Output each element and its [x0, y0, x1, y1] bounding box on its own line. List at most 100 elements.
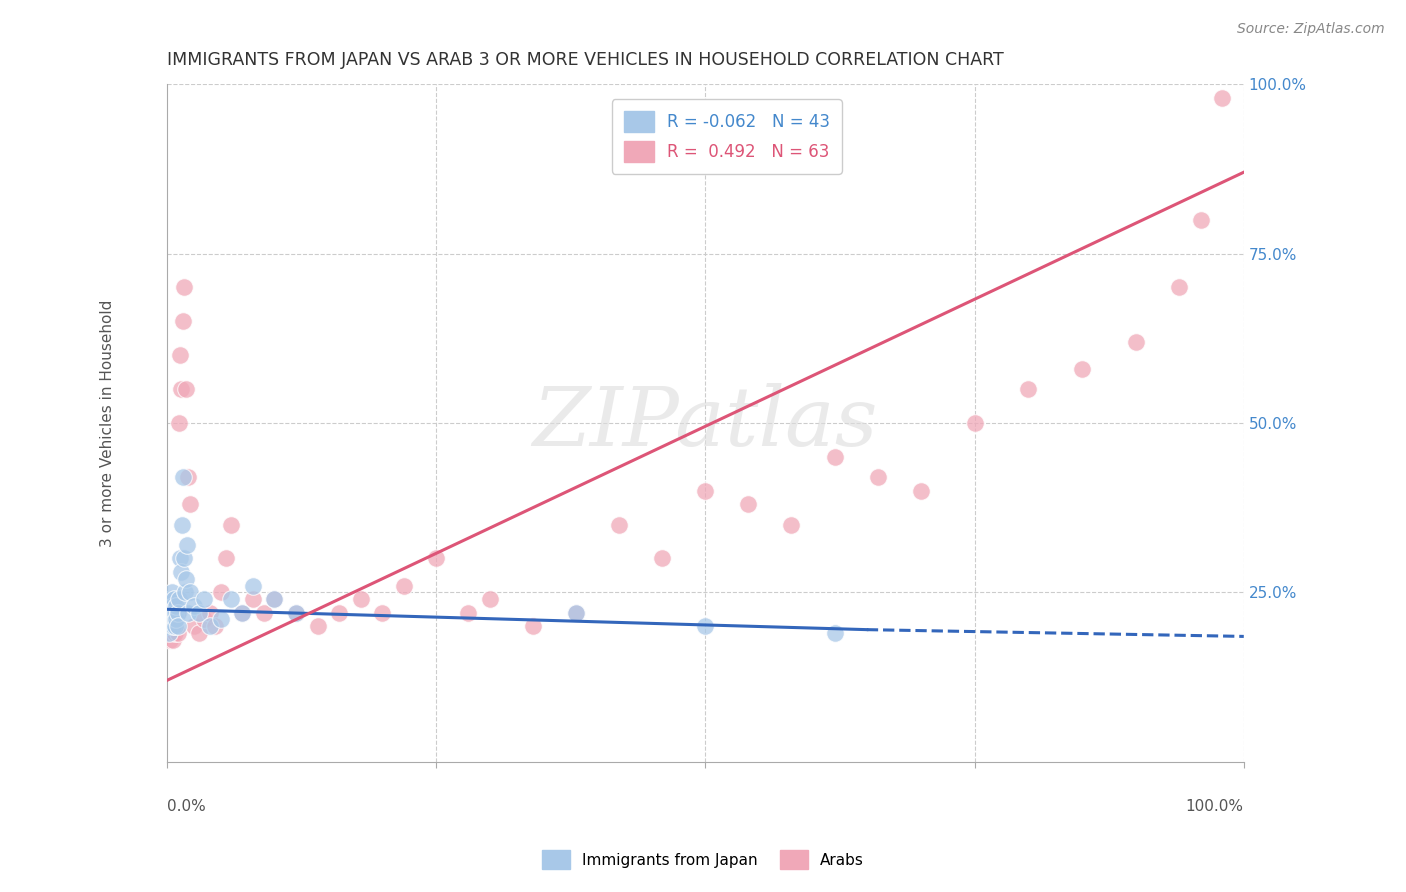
Point — [170, 382, 193, 396]
Point — [651, 551, 673, 566]
Point — [176, 538, 198, 552]
Point — [160, 626, 183, 640]
Point — [169, 348, 191, 362]
Point — [188, 606, 211, 620]
Point — [737, 497, 759, 511]
Point — [350, 592, 373, 607]
Point — [177, 470, 200, 484]
Point — [162, 599, 184, 613]
Point — [242, 592, 264, 607]
Point — [209, 585, 232, 599]
Point — [163, 592, 186, 607]
Point — [166, 612, 188, 626]
Point — [160, 619, 183, 633]
Point — [173, 280, 195, 294]
Point — [156, 619, 179, 633]
Point — [162, 632, 184, 647]
Point — [285, 606, 308, 620]
Point — [159, 606, 181, 620]
Point — [160, 599, 183, 613]
Point — [478, 592, 501, 607]
Point — [425, 551, 447, 566]
Point — [221, 517, 243, 532]
Point — [160, 592, 183, 607]
Point — [159, 599, 181, 613]
Point — [177, 606, 200, 620]
Point — [165, 626, 187, 640]
Point — [215, 551, 238, 566]
Point — [522, 619, 544, 633]
Point — [193, 592, 215, 607]
Text: 100.0%: 100.0% — [1185, 799, 1244, 814]
Point — [172, 314, 194, 328]
Point — [193, 612, 215, 626]
Point — [866, 470, 889, 484]
Point — [695, 619, 717, 633]
Point — [221, 592, 243, 607]
Point — [174, 382, 197, 396]
Point — [167, 416, 190, 430]
Point — [174, 585, 197, 599]
Point — [163, 612, 186, 626]
Legend: Immigrants from Japan, Arabs: Immigrants from Japan, Arabs — [536, 844, 870, 875]
Point — [160, 612, 183, 626]
Point — [231, 606, 253, 620]
Point — [165, 619, 187, 633]
Point — [198, 606, 221, 620]
Point — [231, 606, 253, 620]
Point — [165, 619, 187, 633]
Point — [565, 606, 588, 620]
Point — [963, 416, 986, 430]
Point — [169, 551, 191, 566]
Point — [1189, 212, 1212, 227]
Point — [162, 619, 184, 633]
Point — [174, 572, 197, 586]
Point — [166, 606, 188, 620]
Point — [253, 606, 276, 620]
Point — [157, 612, 180, 626]
Point — [392, 578, 415, 592]
Point — [565, 606, 588, 620]
Point — [170, 565, 193, 579]
Point — [328, 606, 350, 620]
Point — [170, 517, 193, 532]
Point — [156, 619, 179, 633]
Point — [263, 592, 285, 607]
Point — [173, 551, 195, 566]
Point — [167, 592, 190, 607]
Point — [307, 619, 329, 633]
Point — [179, 585, 201, 599]
Point — [157, 626, 180, 640]
Point — [166, 606, 188, 620]
Point — [160, 585, 183, 599]
Point — [1125, 334, 1147, 349]
Legend: R = -0.062   N = 43, R =  0.492   N = 63: R = -0.062 N = 43, R = 0.492 N = 63 — [612, 99, 842, 174]
Point — [607, 517, 630, 532]
Point — [780, 517, 803, 532]
Point — [204, 619, 226, 633]
Point — [163, 606, 186, 620]
Point — [1168, 280, 1191, 294]
Point — [166, 599, 188, 613]
Text: 3 or more Vehicles in Household: 3 or more Vehicles in Household — [100, 300, 115, 547]
Point — [209, 612, 232, 626]
Point — [165, 606, 187, 620]
Point — [160, 612, 183, 626]
Point — [179, 497, 201, 511]
Point — [183, 619, 205, 633]
Point — [1071, 361, 1094, 376]
Point — [157, 626, 180, 640]
Point — [166, 619, 188, 633]
Point — [285, 606, 308, 620]
Point — [172, 470, 194, 484]
Text: IMMIGRANTS FROM JAPAN VS ARAB 3 OR MORE VEHICLES IN HOUSEHOLD CORRELATION CHART: IMMIGRANTS FROM JAPAN VS ARAB 3 OR MORE … — [167, 51, 1004, 69]
Point — [1211, 91, 1233, 105]
Point — [157, 612, 180, 626]
Text: Source: ZipAtlas.com: Source: ZipAtlas.com — [1237, 22, 1385, 37]
Point — [183, 599, 205, 613]
Point — [371, 606, 394, 620]
Point — [188, 626, 211, 640]
Point — [166, 612, 188, 626]
Point — [160, 606, 183, 620]
Point — [242, 578, 264, 592]
